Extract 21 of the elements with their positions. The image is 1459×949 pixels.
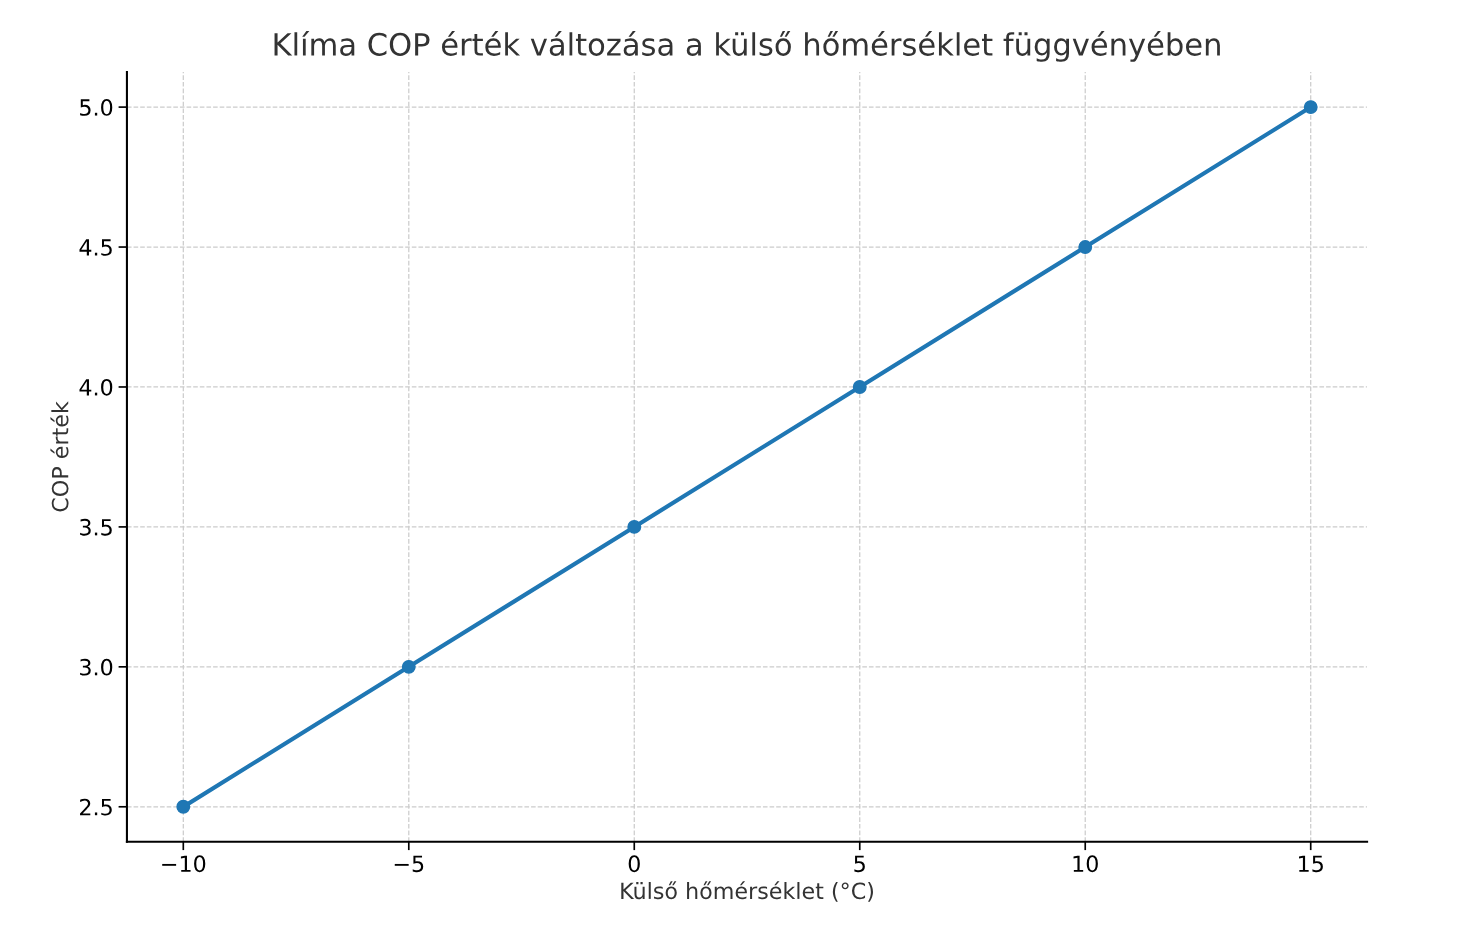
y-tick-label: 3.0 bbox=[80, 658, 113, 676]
point bbox=[852, 380, 867, 394]
y-tick-label: 3.5 bbox=[80, 518, 112, 536]
x-tick-label: −10 bbox=[162, 855, 206, 873]
y-tick-label: 5.0 bbox=[80, 99, 113, 116]
x-tick-label: −5 bbox=[394, 855, 424, 873]
x-axis-title: Külső hőmérséklet (°C) bbox=[621, 881, 873, 902]
x-tick-label: 15 bbox=[1299, 855, 1323, 873]
y-tick-label: 4.5 bbox=[79, 239, 112, 256]
y-axis-title: COP érték bbox=[50, 401, 69, 512]
point bbox=[627, 519, 642, 534]
point bbox=[176, 799, 191, 814]
point bbox=[1078, 240, 1093, 254]
point bbox=[1303, 100, 1318, 115]
y-tick-label: 4.0 bbox=[79, 378, 113, 396]
x-tick-label: 0 bbox=[628, 855, 640, 873]
x-tick-label: 5 bbox=[854, 855, 865, 873]
chart-title: Klíma COP érték változása a külső hőmérséklet függvényében bbox=[274, 31, 1220, 62]
x-tick-label: 10 bbox=[1073, 855, 1098, 873]
y-tick-label: 2.5 bbox=[80, 798, 112, 816]
point bbox=[401, 659, 416, 674]
